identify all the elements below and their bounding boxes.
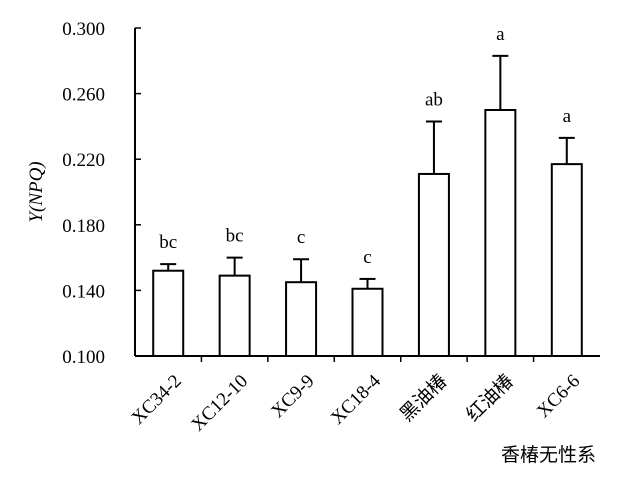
y-tick-label: 0.220 [62,150,105,171]
category-labels: XC34-2 XC12-10 XC9-9 XC18-4 黑油椿 红油椿 XC6-6 [128,370,585,436]
y-tick-label: 0.140 [62,281,105,302]
significance-label: ab [425,89,443,110]
bar [152,269,185,357]
y-tick-label: 0.260 [62,85,105,106]
y-ticks: 0.100 0.140 0.180 0.220 0.260 0.300 [62,19,141,368]
error-bars [160,54,575,289]
bar [484,109,517,357]
bar [351,287,384,358]
x-axis-label: 香椿无性系 [501,444,596,466]
category-label: 黑油椿 [396,370,452,426]
y-tick-label: 0.180 [62,216,105,237]
category-label: 红油椿 [462,370,518,426]
bar [285,281,318,358]
bars [152,109,583,358]
y-tick-label: 0.300 [62,19,105,40]
significance-labels: bc bc c c ab a a [159,24,571,268]
significance-label: a [563,106,572,127]
x-ticks [200,356,535,362]
bar [550,163,583,357]
significance-label: bc [226,226,244,247]
category-label: XC9-9 [267,371,318,422]
bar [417,172,450,357]
y-tick-label: 0.100 [62,347,105,368]
significance-label: bc [159,232,177,253]
category-label: XC18-4 [327,370,385,428]
category-label: XC12-10 [187,371,252,436]
bar [218,274,251,358]
significance-label: c [297,227,305,248]
significance-label: c [363,247,371,268]
significance-label: a [496,24,505,45]
y-axis-label: Y(NPQ) [26,161,47,222]
category-label: XC6-6 [533,371,584,422]
category-label: XC34-2 [128,371,186,429]
